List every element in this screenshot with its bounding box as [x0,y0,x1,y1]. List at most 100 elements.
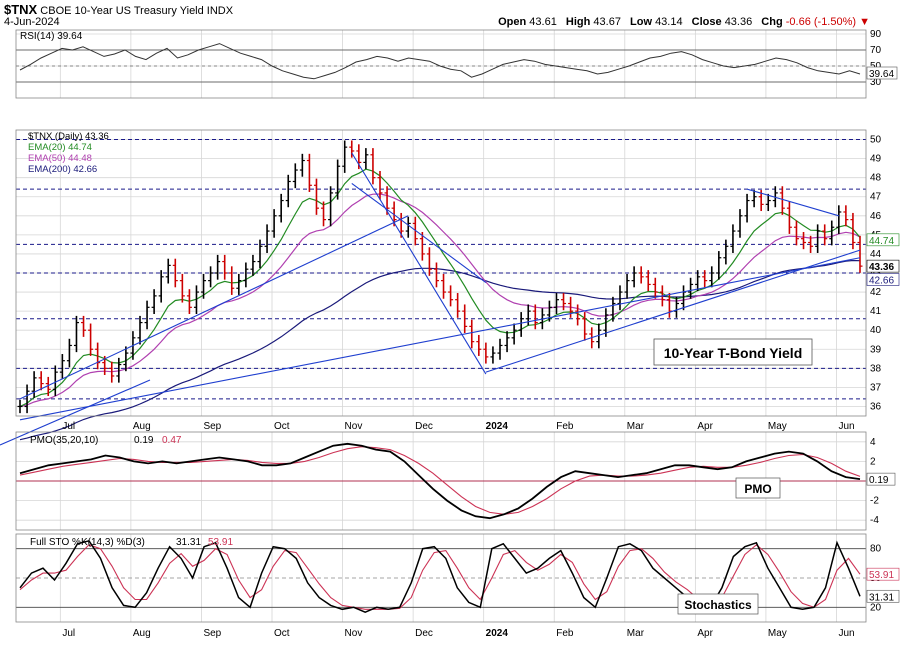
month-label: Apr [697,421,713,432]
sto-annotation: Stochastics [684,598,752,612]
symbol-header: $TNX CBOE 10-Year US Treasury Yield INDX [4,2,233,17]
price-bar [561,293,567,311]
price-bar [215,254,221,280]
price-bar [723,239,729,265]
pmo-legend: PMO(35,20,10) 0.19 0.47 [30,435,182,446]
month-label: Nov [345,421,363,432]
chart-date: 4-Jun-2024 [4,16,60,28]
price-bar [285,174,291,208]
pmo-last-value: 0.19 [869,475,889,486]
trendline-3 [351,182,487,283]
price-bar [448,285,454,307]
high-label: High [565,16,591,28]
sto-legend-value1: 31.31 [176,537,201,548]
price-bar [702,270,708,288]
price-bar [201,273,207,299]
price-bar [271,209,277,238]
month-label-bottom: Nov [345,628,363,639]
price-bar [172,258,178,288]
price-bar [575,304,581,326]
price-bar [123,346,129,372]
trendline-0 [19,215,409,400]
pmo-annotation-box [735,477,781,499]
price-tick-label: 48 [870,173,882,184]
price-bar [532,304,538,330]
price-right-label-0: 44.74 [869,236,894,247]
price-bar [313,178,319,215]
price-bar [469,319,475,349]
ema50-line [19,193,861,408]
month-label: Dec [415,421,433,432]
price-bar [433,262,439,288]
price-bar [88,323,94,356]
trendline-2 [351,152,487,375]
price-legend-3: EMA(200) 42.66 [28,164,97,175]
price-bar [801,232,807,250]
month-label-bottom: May [768,628,787,639]
price-bar [45,376,51,396]
month-label-bottom: Jun [838,628,854,639]
price-tick-label: 50 [870,135,882,146]
price-bar [419,232,425,261]
price-last-box-0 [866,233,900,247]
sto-legend-prefix: Full STO %K(14,3) %D(3) [30,537,145,548]
price-bar [17,399,23,414]
price-tick-label: 39 [870,344,882,355]
price-bar [144,300,150,330]
price-bar [582,312,588,341]
chg-label: Chg [761,16,783,28]
symbol-ticker: $TNX [4,2,38,17]
rsi-tick-label: 90 [870,29,882,40]
price-bar [596,323,602,349]
price-bar [730,224,736,253]
rsi-line [19,43,861,80]
price-tick-label: 47 [870,192,882,203]
price-tick-label: 36 [870,401,882,412]
price-bar [815,224,821,253]
price-bar [568,296,574,318]
price-bar [264,224,270,253]
price-bar [116,357,122,383]
price-right-label-2: 42.66 [869,275,894,286]
sto-d-last-box [866,567,900,581]
price-bar [716,251,722,280]
price-bar [617,285,623,311]
price-last-box-2 [866,273,900,286]
month-label-bottom: Sep [203,628,221,639]
price-bar [66,338,72,368]
price-bar [59,354,65,379]
price-right-label-1: 43.36 [869,262,894,273]
sto-legend: Full STO %K(14,3) %D(3) 31.31 53.91 [30,537,233,548]
price-tick-label: 42 [870,287,882,298]
price-bar [186,289,192,314]
price-legend-2: EMA(50) 44.48 [28,153,92,164]
open-value: 43.61 [529,16,557,28]
price-bar [38,371,44,391]
price-bar [850,212,856,250]
price-bar [455,293,461,318]
trendline-4 [485,249,861,373]
price-tick-label: 44 [870,249,882,260]
pmo-legend-prefix: PMO(35,20,10) [30,435,98,446]
price-bar [490,346,496,364]
trendline-extension [0,379,151,446]
sto-annotation-box [677,593,759,615]
price-bar [497,338,503,360]
sto-k-last-box [866,589,900,603]
price-bar [179,273,185,303]
sto-tick-label: 20 [870,602,882,613]
price-bar [278,193,284,223]
rsi-tick-label: 30 [870,77,882,88]
rsi-legend: RSI(14) 39.64 [20,31,83,42]
pmo-last-box [866,472,896,486]
trendline-1 [19,257,861,421]
price-bar [631,266,637,288]
price-bar [518,312,524,337]
price-bar [321,201,327,227]
price-panel [15,129,867,417]
sto-tick-label: 80 [870,544,882,555]
price-bar [24,384,30,414]
chart-annotation-box [653,338,813,366]
price-bar [843,205,849,227]
price-bar [504,331,510,353]
